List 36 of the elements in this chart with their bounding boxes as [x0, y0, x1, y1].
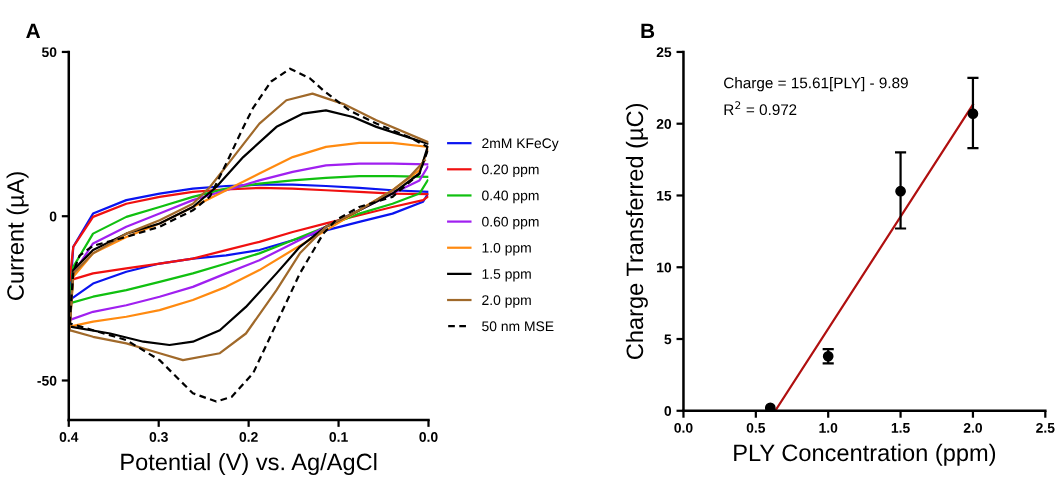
legend-label: 0.60 ppm	[482, 216, 539, 230]
x-tick-label: 1.0	[819, 422, 838, 433]
chart-title: B	[641, 23, 655, 39]
x-tick-label: 0.1	[329, 432, 348, 442]
annotation: R$^{2}$ = 0.972	[724, 101, 797, 116]
x-tick-label: 0.5	[746, 422, 766, 433]
x-tick-label: 0.3	[149, 432, 168, 442]
legend-label: 0.40 ppm	[482, 190, 539, 204]
x-tick-label: 0.0	[674, 422, 693, 433]
annotation: Charge = 15.61[PLY] - 9.89	[724, 77, 908, 92]
chart-title: A	[26, 23, 41, 39]
y-tick-label: 0	[49, 211, 57, 222]
x-tick-label: 1.5	[891, 423, 910, 433]
x-axis-title: PLY Concentration (ppm)	[734, 443, 996, 466]
x-axis-title: Potential (V) vs. Ag/AgCl	[121, 453, 377, 476]
x-tick-label: 2.5	[1036, 422, 1055, 433]
x-tick-label: 2.0	[963, 422, 983, 433]
x-tick-label: 0.2	[239, 432, 258, 442]
legend-label: 1.5 ppm	[482, 269, 531, 282]
y-tick-label: 25	[656, 47, 672, 58]
y-tick-label: 15	[657, 190, 672, 201]
y-tick-label: 5	[664, 334, 672, 345]
y-tick-label: 10	[657, 262, 672, 273]
x-tick-label: 0.4	[59, 432, 79, 442]
legend-label: 2.0 ppm	[482, 295, 531, 308]
y-tick-label: 0	[664, 406, 672, 416]
y-axis-title: Current (µA)	[6, 172, 29, 300]
y-tick-label: 20	[656, 119, 672, 129]
y-tick-label: -50	[37, 375, 57, 386]
y-axis-title: Charge Transferred (µC)	[625, 103, 648, 359]
legend-label: 50 nm MSE	[482, 321, 554, 332]
y-tick-label: 50	[41, 47, 57, 58]
legend-label: 2mM KFeCy	[482, 138, 559, 151]
legend-label: 1.0 ppm	[482, 242, 531, 256]
legend-label: 0.20 ppm	[482, 164, 539, 178]
x-tick-label: 0.0	[419, 432, 438, 442]
